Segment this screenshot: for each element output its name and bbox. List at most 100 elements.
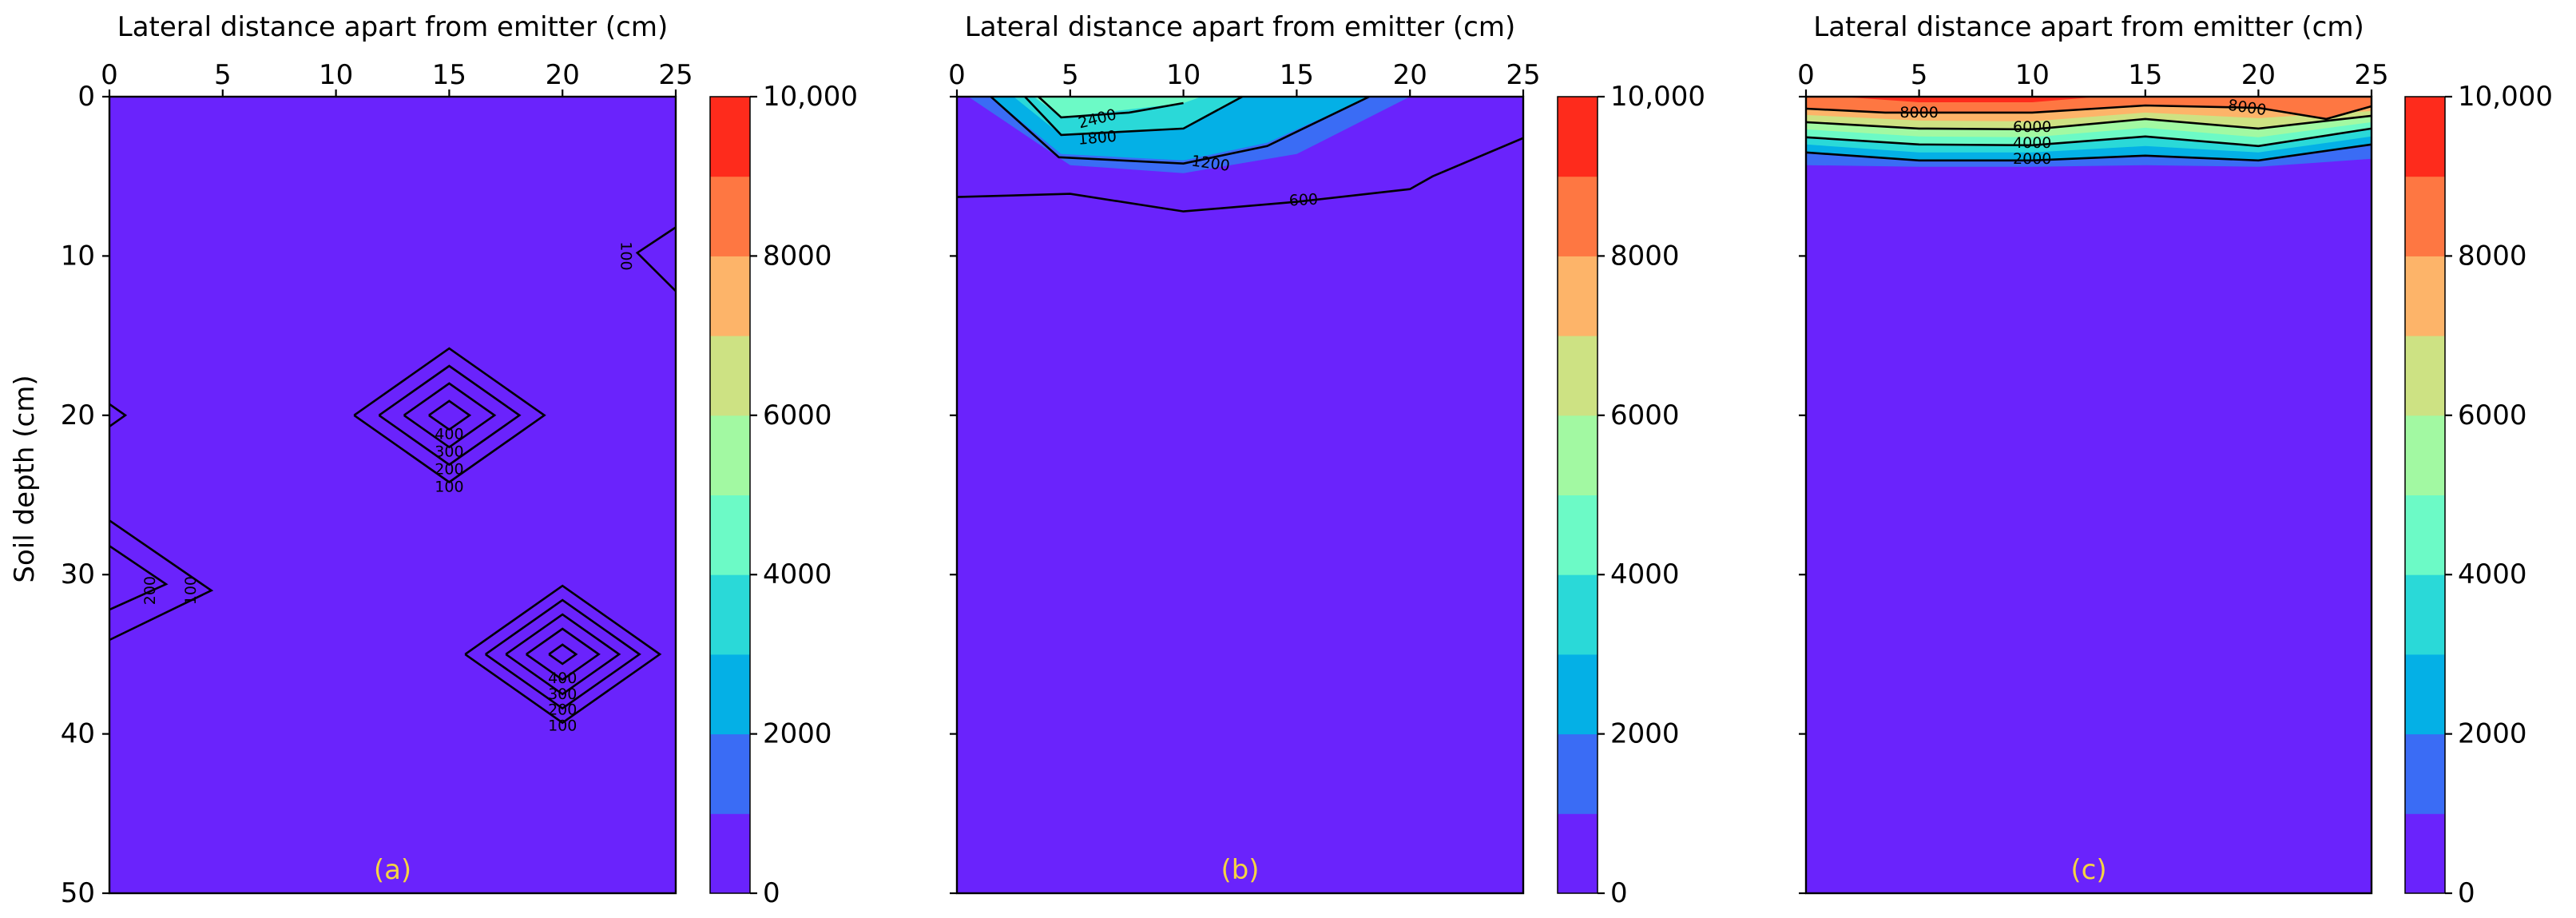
colorbar-tick-label: 10,000 [1610,81,1705,113]
x-tick-label: 25 [2354,59,2388,91]
x-tick-label: 0 [948,59,966,91]
contour-line [109,545,169,611]
colorbar-segment [710,574,750,655]
contour-line [548,643,578,666]
x-axis-top: 0 5 10 15 20 25 [1797,59,2389,97]
x-tick-label: 15 [2128,59,2162,91]
panel-label: (a) [374,854,411,886]
y-tick-label: 20 [61,399,95,431]
contour-label-text: 200 [141,576,159,605]
contour-band [1034,97,1202,117]
colorbar-tick-label: 10,000 [2458,81,2553,113]
contour-label-text: 300 [548,686,577,703]
contour-line [464,584,662,725]
x-tick-label: 5 [1911,59,1928,91]
colorbar-segment [710,733,750,814]
colorbar-segment [1558,336,1598,416]
colorbar: 0 2000 4000 6000 8000 10,000 [709,81,858,909]
colorbar-segment [2405,813,2445,894]
contour-line [109,403,128,427]
contour-label-text: 6000 [2013,118,2051,136]
colorbar-segment [710,97,750,177]
contour-label-text: 200 [548,701,577,719]
colorbar-segment [1558,495,1598,575]
contour-label-text: 8000 [1899,104,1938,121]
colorbar-segment [1558,813,1598,894]
colorbar-frame [2404,96,2446,894]
colorbar-tick-label: 4000 [2458,558,2527,590]
contour-label-text: 400 [548,670,577,687]
colorbar-segment [2405,415,2445,495]
colorbar-tick-label: 4000 [1610,558,1680,590]
contour-label-text: 300 [435,443,463,461]
contour-label: 200 [548,701,577,719]
colorbar-segment [2405,176,2445,256]
y-tick-label: 40 [61,718,95,750]
contour-label-text: 1800 [1078,128,1117,149]
x-tick-label: 0 [1797,59,1815,91]
colorbar-segment [710,495,750,575]
x-tick-label: 5 [1062,59,1079,91]
contour-line [403,382,497,449]
colorbar-segment [2405,495,2445,575]
colorbar-segment [710,415,750,495]
y-axis [950,95,957,895]
contour-label-text: 100 [182,576,200,605]
colorbar-segment [2405,654,2445,735]
x-tick-label: 20 [546,59,580,91]
contour-line [485,598,641,710]
contour-line [428,399,472,431]
colorbar-segment [710,256,750,336]
colorbar-segment [710,176,750,256]
y-axis-label: Soil depth (cm) [9,375,41,582]
x-axis-top: 0 5 10 15 20 25 [948,59,1541,97]
x-tick-label: 0 [101,59,118,91]
plot-background [109,97,676,893]
plot-frame [1804,95,2373,895]
colorbar-frame [709,96,751,894]
colorbar-segment [1558,97,1598,177]
x-tick-label: 10 [2015,59,2050,91]
contour-line [1805,104,2372,121]
contour-label: 2000 [2013,150,2051,168]
contour-label-text: 100 [435,479,463,496]
colorbar-segment [1558,176,1598,256]
x-axis-top: 0 5 10 15 20 25 [101,59,693,97]
contour-lines [1805,104,2372,162]
contour-label: 200 [435,461,463,479]
contour-line [526,627,601,682]
colorbar: 0 2000 4000 6000 8000 10,000 [1557,81,1705,909]
contour-label: 1800 [1078,128,1117,149]
contour-label: 300 [435,443,463,461]
x-tick-label: 25 [658,59,693,91]
colorbar-tick-label: 6000 [2458,399,2527,431]
colorbar-segment [1558,256,1598,336]
x-axis-label: Lateral distance apart from emitter (cm) [117,11,668,43]
y-axis: 0 10 20 30 40 50 [61,81,109,909]
y-axis [1799,95,1806,895]
contour-label: 600 [1288,191,1318,210]
contour-label: 100 [182,576,200,605]
contour-line [109,519,214,642]
contour-line [505,613,621,696]
contour-label-text: 200 [435,461,463,479]
contour-label-text: 400 [435,426,463,443]
contour-lines [956,95,1524,213]
colorbar: 0 2000 4000 6000 8000 10,000 [2404,81,2553,909]
panel-label: (c) [2070,854,2106,886]
contour-line [990,95,1370,165]
x-tick-label: 20 [2241,59,2276,91]
contour-line [956,137,1524,213]
contour-line [1024,95,1243,137]
x-tick-label: 15 [432,59,466,91]
contour-band [1840,97,2101,102]
colorbar-segment [1558,654,1598,735]
y-tick-label: 30 [61,558,95,590]
x-tick-label: 20 [1393,59,1427,91]
panel-label: (b) [1221,854,1259,886]
contour-label-text: 100 [548,717,577,735]
colorbar-frame [1557,96,1598,894]
